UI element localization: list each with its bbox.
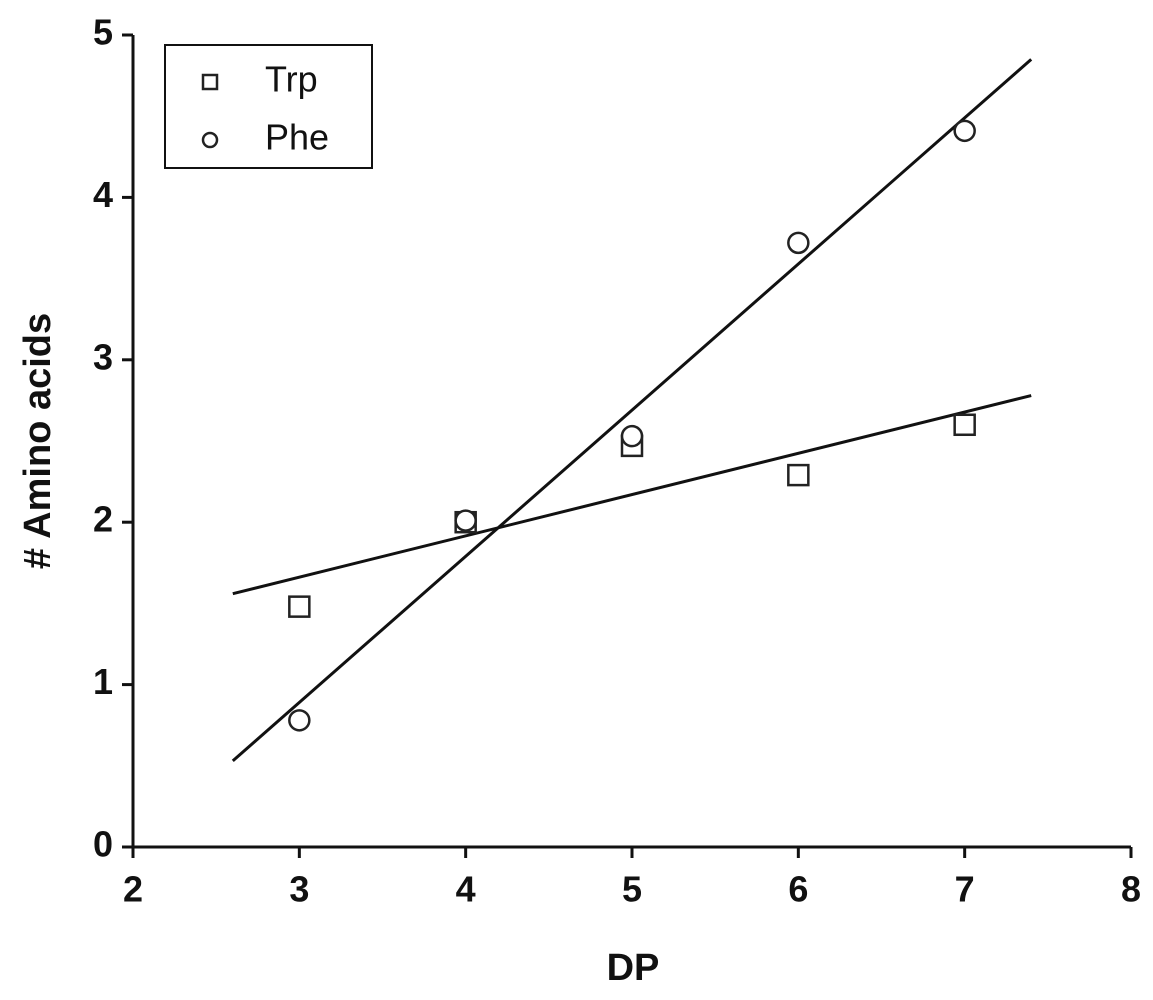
marker-circle <box>953 119 976 143</box>
fit-line <box>232 394 1032 596</box>
x-tick-label: 4 <box>456 869 476 910</box>
marker-square <box>787 463 810 487</box>
x-tick-label: 5 <box>622 869 642 910</box>
y-tick-label: 2 <box>93 499 113 540</box>
y-tick-label: 1 <box>93 661 113 702</box>
x-tick-label: 2 <box>123 869 143 910</box>
x-tick-label: 8 <box>1121 869 1141 910</box>
marker-circle <box>288 709 311 732</box>
y-tick-label: 5 <box>93 12 113 53</box>
marker-circle <box>201 131 219 149</box>
y-tick-label: 0 <box>93 824 113 865</box>
x-tick-label: 6 <box>788 869 808 910</box>
marker-square <box>953 413 976 437</box>
x-axis-title: DP <box>607 947 660 989</box>
y-axis-title: # Amino acids <box>17 313 59 569</box>
legend-box <box>164 44 373 169</box>
x-tick-label: 7 <box>955 869 975 910</box>
x-tick-label: 3 <box>289 869 309 910</box>
fit-line <box>231 58 1033 763</box>
marker-square <box>288 595 311 618</box>
marker-circle <box>620 424 644 448</box>
legend-label: Phe <box>265 117 329 158</box>
marker-circle <box>787 231 810 255</box>
marker-circle <box>454 509 477 532</box>
y-tick-label: 4 <box>93 174 113 215</box>
marker-square <box>201 73 219 91</box>
y-tick-label: 3 <box>93 336 113 377</box>
legend-label: Trp <box>265 59 318 100</box>
